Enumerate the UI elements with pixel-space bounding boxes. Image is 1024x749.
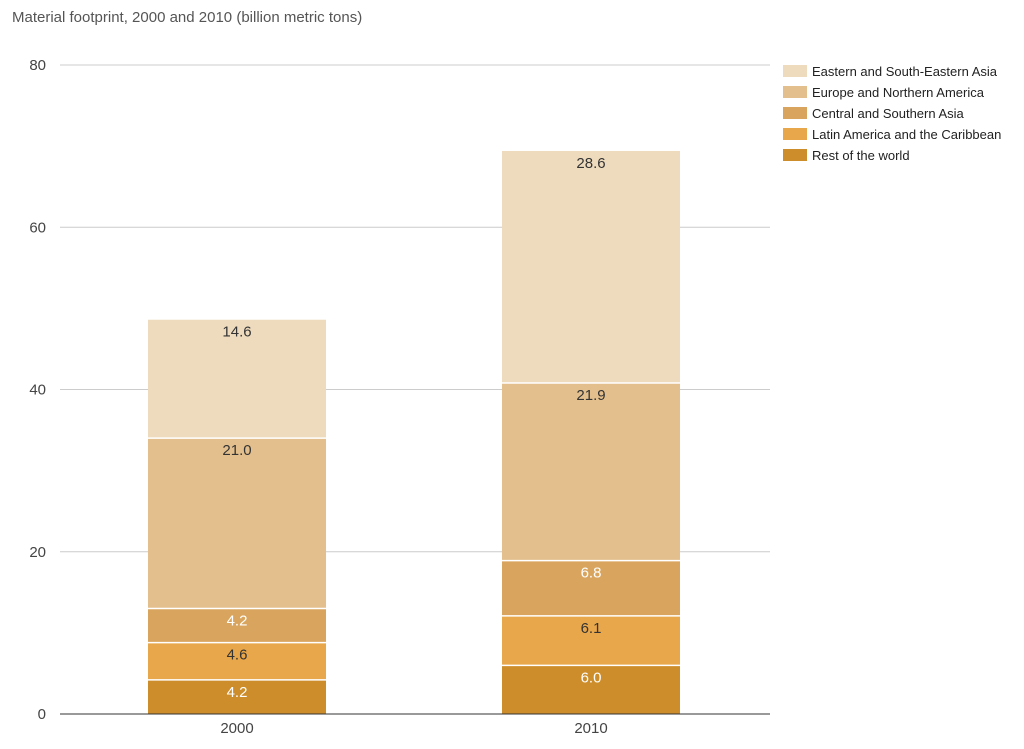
legend: Eastern and South-Eastern Asia Europe and… [783, 64, 1001, 163]
legend-swatch [783, 107, 807, 119]
legend-swatch [783, 128, 807, 140]
legend-label: Europe and Northern America [812, 85, 985, 100]
chart-title: Material footprint, 2000 and 2010 (billi… [12, 9, 363, 26]
data-label: 21.9 [576, 387, 605, 404]
data-label: 14.6 [222, 324, 251, 341]
legend-label: Rest of the world [812, 148, 910, 163]
legend-swatch [783, 149, 807, 161]
data-label: 4.2 [227, 684, 248, 701]
data-label: 6.1 [581, 620, 602, 637]
data-label: 21.0 [222, 442, 251, 459]
bar-segment [502, 560, 680, 616]
x-tick-label: 2000 [220, 720, 253, 737]
bar-segment [148, 438, 326, 609]
legend-label: Latin America and the Caribbean [812, 127, 1001, 142]
data-label: 28.6 [576, 155, 605, 172]
legend-label: Central and Southern Asia [812, 106, 965, 121]
bar-segment [148, 319, 326, 439]
legend-swatch [783, 65, 807, 77]
bars: 4.2 4.6 4.2 21.0 14.6 6.0 6.1 6.8 21.9 28.6 [148, 150, 680, 714]
y-tick-label: 60 [29, 219, 46, 236]
y-tick-label: 40 [29, 382, 46, 399]
axes: 0 20 40 60 80 2000 2010 [29, 57, 770, 737]
bar-segment [502, 150, 680, 384]
legend-swatch [783, 86, 807, 98]
bar-segment [502, 665, 680, 714]
data-label: 4.6 [227, 647, 248, 664]
x-tick-label: 2010 [574, 720, 607, 737]
bar-segment [148, 642, 326, 680]
y-tick-label: 20 [29, 544, 46, 561]
y-tick-label: 0 [38, 706, 46, 723]
data-label: 4.2 [227, 613, 248, 630]
bar-segment [502, 383, 680, 561]
bar-segment [148, 679, 326, 714]
legend-label: Eastern and South-Eastern Asia [812, 64, 998, 79]
bar-segment [502, 615, 680, 666]
bar-segment [148, 608, 326, 643]
data-label: 6.0 [581, 669, 602, 686]
data-label: 6.8 [581, 565, 602, 582]
y-tick-label: 80 [29, 57, 46, 74]
